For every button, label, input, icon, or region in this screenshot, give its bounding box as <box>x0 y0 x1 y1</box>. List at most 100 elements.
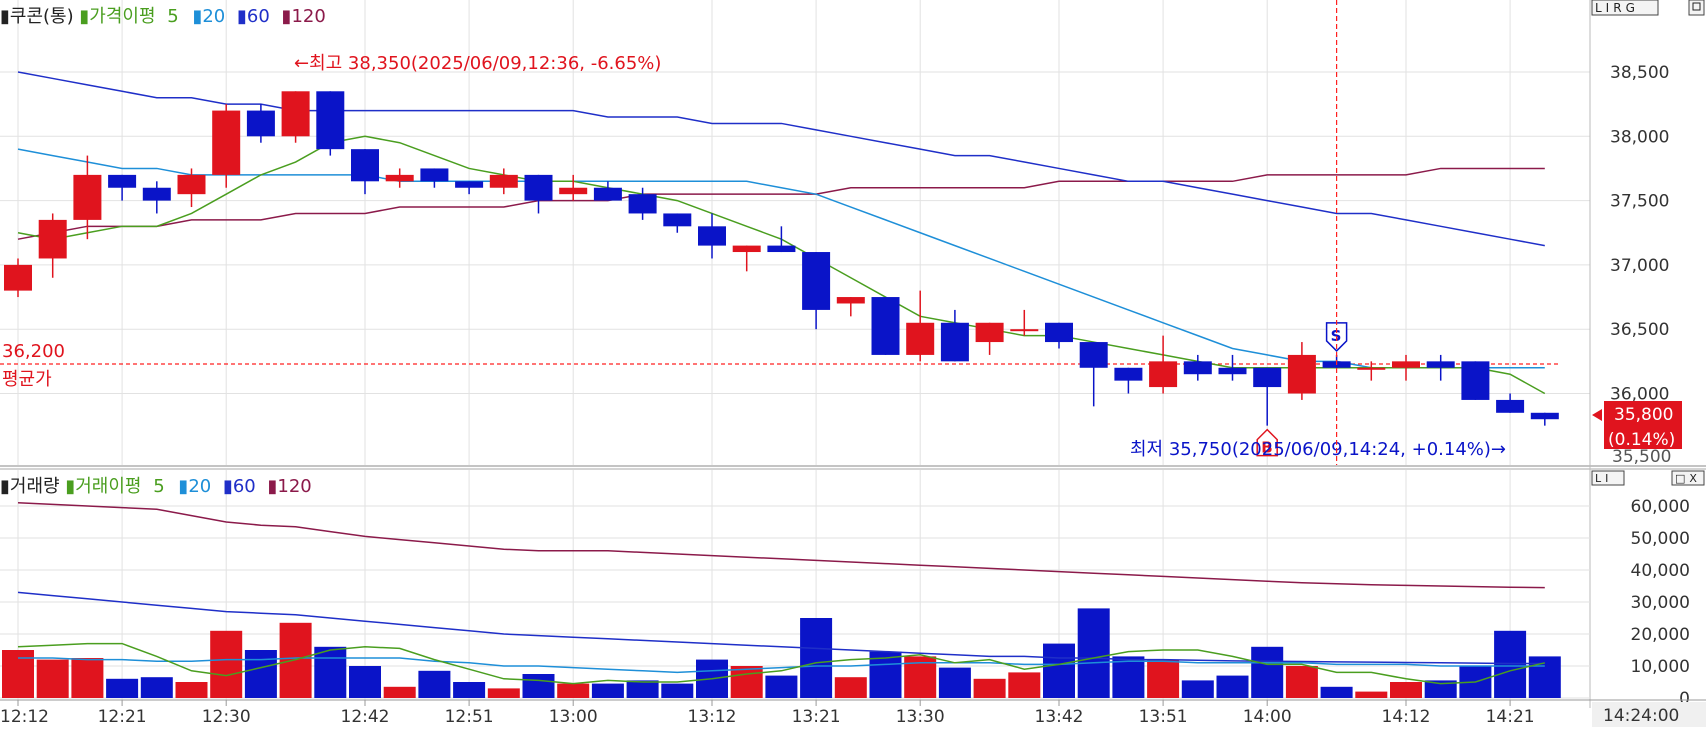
volume-bar[interactable] <box>1008 672 1041 698</box>
candle[interactable] <box>1010 309 1039 336</box>
volume-bar[interactable] <box>869 651 902 698</box>
volume-bar[interactable] <box>973 678 1006 698</box>
candle[interactable] <box>1183 354 1212 381</box>
volume-bar[interactable] <box>522 674 555 698</box>
candle[interactable] <box>385 168 414 188</box>
candle[interactable] <box>628 187 657 220</box>
candle[interactable] <box>108 174 137 201</box>
candle[interactable] <box>246 104 275 143</box>
candle[interactable] <box>73 155 102 240</box>
candle[interactable] <box>906 290 935 362</box>
candle[interactable] <box>663 213 692 233</box>
volume-bar[interactable] <box>418 670 451 698</box>
volume-bar[interactable] <box>1112 656 1145 698</box>
candle[interactable] <box>1357 361 1386 381</box>
candle[interactable] <box>802 252 831 330</box>
candle[interactable] <box>593 181 622 201</box>
volume-bar[interactable] <box>661 683 694 698</box>
volume-bar[interactable] <box>279 622 312 698</box>
volume-bar[interactable] <box>2 650 34 698</box>
volume-bar[interactable] <box>1077 608 1110 698</box>
x-tick-label: 13:51 <box>1139 707 1188 727</box>
candle[interactable] <box>142 181 171 214</box>
volume-bar[interactable] <box>557 683 590 698</box>
candle[interactable] <box>1149 335 1178 394</box>
volume-bar[interactable] <box>349 666 381 698</box>
x-tick-label: 12:51 <box>445 707 494 727</box>
volume-bar[interactable] <box>1181 680 1214 698</box>
volume-bar[interactable] <box>140 677 173 698</box>
volume-bar[interactable] <box>1285 666 1318 698</box>
avg-price-label: 평균가 <box>2 369 52 390</box>
volume-bar[interactable] <box>36 659 69 698</box>
volume-bar[interactable] <box>314 646 347 698</box>
volume-bar[interactable] <box>71 658 104 698</box>
candle[interactable] <box>1045 322 1073 349</box>
volume-bars[interactable] <box>2 608 1561 698</box>
volume-bar[interactable] <box>383 686 416 698</box>
volume-bar[interactable] <box>487 688 520 698</box>
candle[interactable] <box>4 258 32 298</box>
volume-bar[interactable] <box>1528 656 1561 698</box>
candle[interactable] <box>1287 342 1316 400</box>
candle[interactable] <box>177 168 206 208</box>
close-icon: □X <box>1675 472 1701 485</box>
candle[interactable] <box>1392 354 1420 381</box>
volume-bar[interactable] <box>453 682 486 698</box>
candle[interactable] <box>524 174 553 214</box>
candle[interactable] <box>1530 412 1559 426</box>
volume-bar[interactable] <box>1320 686 1353 698</box>
candle[interactable] <box>732 245 761 272</box>
volume-bar[interactable] <box>1043 643 1075 698</box>
volume-bar[interactable] <box>1355 691 1388 698</box>
candle[interactable] <box>836 297 865 317</box>
candles[interactable] <box>4 91 1559 426</box>
candle[interactable] <box>871 297 900 355</box>
candle[interactable] <box>281 91 310 143</box>
price-corner-buttons[interactable]: LIRG <box>1591 0 1705 16</box>
volume-bar[interactable] <box>834 677 867 698</box>
volume-bar[interactable] <box>1494 630 1527 698</box>
volume-bar[interactable] <box>800 618 833 698</box>
candle[interactable] <box>975 322 1004 355</box>
volume-bar[interactable] <box>591 683 624 698</box>
candle[interactable] <box>316 91 345 156</box>
candle[interactable] <box>1461 361 1490 400</box>
candle[interactable] <box>455 181 484 195</box>
volume-bar[interactable] <box>106 678 139 698</box>
volume-bar[interactable] <box>210 630 243 698</box>
volume-bar[interactable] <box>626 680 659 698</box>
volume-bar[interactable] <box>1216 675 1249 698</box>
candle[interactable] <box>698 213 726 259</box>
candle[interactable] <box>212 104 241 188</box>
volume-bar[interactable] <box>765 675 798 698</box>
volume-bar[interactable] <box>1147 659 1180 698</box>
volume-bar[interactable] <box>1424 680 1457 698</box>
candle[interactable] <box>940 309 969 362</box>
volume-corner-buttons[interactable]: LI □X <box>1591 470 1705 486</box>
candle-body <box>281 91 310 137</box>
candle[interactable] <box>1079 342 1108 407</box>
candle[interactable] <box>489 168 518 195</box>
candle[interactable] <box>420 168 449 188</box>
candle[interactable] <box>1496 393 1525 413</box>
volume-bar[interactable] <box>938 667 971 698</box>
high-annotation: ←최고 38,350(2025/06/09,12:36, -6.65%) <box>294 53 661 74</box>
candle[interactable] <box>1218 354 1247 381</box>
maximize-icon[interactable] <box>1688 0 1705 16</box>
candle[interactable] <box>1426 354 1455 381</box>
candle[interactable] <box>559 174 588 201</box>
volume-panel[interactable]: 0 10,000 20,000 30,000 40,000 50,000 60,000 ▮거… <box>0 470 1705 709</box>
candle[interactable] <box>767 226 796 253</box>
candle[interactable] <box>1253 367 1282 426</box>
volume-bar[interactable] <box>730 666 763 698</box>
volume-bar[interactable] <box>1390 682 1422 698</box>
candle[interactable] <box>38 213 67 278</box>
candle[interactable] <box>351 149 379 195</box>
volume-bar[interactable] <box>175 682 208 698</box>
volume-bar[interactable] <box>244 650 277 698</box>
volume-bar[interactable] <box>1251 646 1284 698</box>
candle[interactable] <box>1114 367 1143 394</box>
